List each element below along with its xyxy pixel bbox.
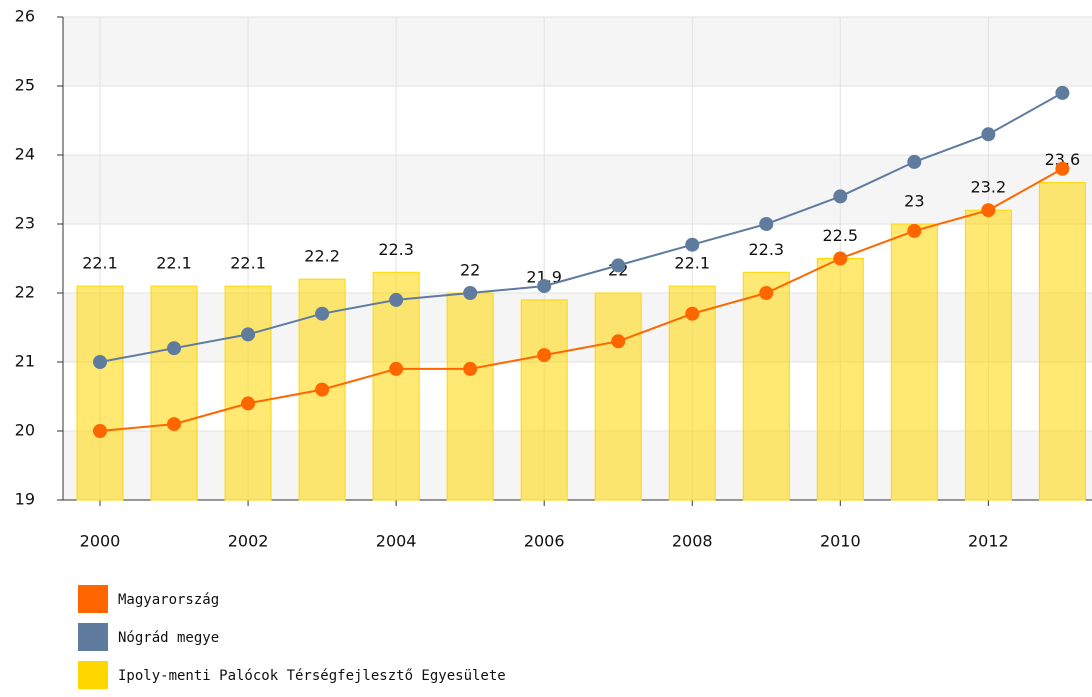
point <box>389 361 404 376</box>
data-label: 23 <box>904 192 924 211</box>
point <box>167 341 182 356</box>
bar <box>668 285 716 501</box>
point <box>1055 161 1070 176</box>
plot-band <box>63 17 1092 86</box>
point <box>759 217 774 231</box>
y-tick-label: 21 <box>15 352 35 371</box>
point <box>315 382 330 397</box>
point <box>833 251 848 266</box>
point <box>833 189 848 204</box>
line <box>99 167 1063 432</box>
bar <box>816 258 864 501</box>
x-tick-label: 2008 <box>672 532 713 551</box>
data-label: 23.2 <box>971 178 1007 197</box>
point <box>759 286 774 300</box>
x-tick-label: 2006 <box>524 532 565 551</box>
point <box>463 286 478 300</box>
point <box>241 396 256 411</box>
bar <box>76 285 124 501</box>
legend-swatch <box>78 623 108 651</box>
y-tick-label: 24 <box>15 145 35 164</box>
line <box>99 92 1063 363</box>
bar <box>594 292 642 501</box>
y-tick-label: 26 <box>15 7 35 26</box>
point <box>167 417 182 432</box>
x-tick-label: 2012 <box>968 532 1009 551</box>
legend-swatch <box>78 661 108 689</box>
data-label: 22.1 <box>156 254 192 273</box>
data-label: 22 <box>460 261 480 280</box>
data-label: 22.2 <box>304 247 340 266</box>
data-label: 22.5 <box>822 226 858 245</box>
plot-band <box>63 155 1092 224</box>
y-tick-label: 25 <box>15 76 35 95</box>
point <box>315 306 330 321</box>
x-tick-label: 2004 <box>376 532 417 551</box>
legend-swatch <box>78 585 108 613</box>
bar <box>742 271 790 501</box>
y-tick-label: 23 <box>15 214 35 233</box>
point <box>463 361 478 376</box>
data-label: 23.6 <box>1045 150 1081 169</box>
bar <box>446 292 494 501</box>
point <box>93 355 108 369</box>
point <box>907 223 922 238</box>
legend-label: Magyarország <box>118 592 219 608</box>
point <box>537 348 552 363</box>
x-tick-label: 2002 <box>228 532 269 551</box>
point <box>611 334 626 349</box>
data-label: 21.9 <box>526 267 562 286</box>
x-tick-label: 2000 <box>80 532 121 551</box>
point <box>907 154 922 169</box>
bar <box>520 299 568 501</box>
point <box>981 127 996 142</box>
point <box>1055 85 1070 100</box>
bar <box>372 271 420 501</box>
data-label: 22.3 <box>378 240 414 259</box>
x-tick-label: 2010 <box>820 532 861 551</box>
bar <box>150 285 198 501</box>
bar <box>1038 182 1086 501</box>
data-label: 22.1 <box>674 254 710 273</box>
point <box>685 306 700 321</box>
y-tick-label: 19 <box>15 490 35 509</box>
point <box>389 292 404 307</box>
data-label: 22.1 <box>82 254 118 273</box>
bar <box>890 223 938 501</box>
legend-label: Nógrád megye <box>118 630 219 646</box>
y-tick-label: 20 <box>15 421 35 440</box>
data-label: 22.1 <box>230 254 266 273</box>
point <box>93 424 108 438</box>
point <box>537 279 552 294</box>
point <box>685 237 700 252</box>
point <box>611 258 626 273</box>
y-tick-label: 22 <box>15 283 35 302</box>
bar <box>224 285 272 501</box>
data-label: 22.3 <box>748 240 784 259</box>
point <box>981 203 996 218</box>
bar <box>964 209 1012 501</box>
point <box>241 327 256 342</box>
legend-label: Ipoly-menti Palócok Térségfejlesztő Egye… <box>118 668 506 684</box>
